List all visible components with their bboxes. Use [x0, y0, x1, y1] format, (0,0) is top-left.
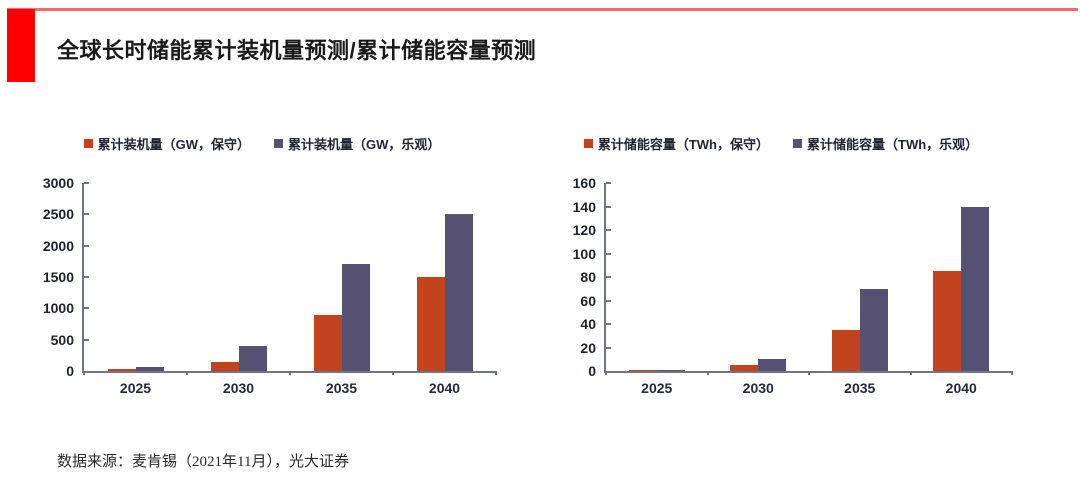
bar-conservative-2030 [730, 365, 759, 371]
legend-swatch-icon [274, 138, 283, 148]
x-axis-label: 2035 [325, 380, 358, 396]
bar-conservative-2040 [416, 277, 445, 371]
bar-optimistic-2040 [961, 206, 990, 371]
y-axis-tick [84, 338, 89, 341]
x-axis-tick [706, 371, 709, 375]
bar-conservative-2035 [831, 329, 860, 371]
y-axis-label: 140 [572, 198, 596, 215]
y-axis-label: 100 [572, 245, 596, 262]
x-axis-label: 2035 [844, 380, 876, 396]
x-axis-label: 2040 [945, 380, 977, 396]
y-axis-label: 1000 [42, 300, 74, 317]
page-title: 全球长时储能累计装机量预测/累计储能容量预测 [57, 38, 537, 63]
y-axis-label: 80 [580, 269, 596, 285]
x-axis-tick [186, 371, 188, 375]
y-axis-label: 3000 [42, 175, 74, 191]
y-axis-tick [606, 252, 611, 255]
y-axis-tick [606, 299, 611, 302]
y-axis-label: 0 [66, 363, 74, 379]
x-axis-tick [83, 371, 85, 375]
legend-swatch-icon [583, 138, 593, 148]
y-axis-label: 0 [588, 363, 596, 379]
x-axis-tick [808, 371, 810, 375]
x-axis-tick [289, 371, 291, 375]
x-axis-tick [495, 371, 497, 375]
y-axis-tick [606, 276, 611, 278]
plot: 2025 2030 2035 2040 [82, 182, 497, 396]
legend-label: 累计装机量（GW，乐观） [288, 136, 441, 152]
y-axis-label: 500 [50, 331, 74, 348]
legend-label: 累计装机量（GW，保守） [97, 136, 250, 152]
x-axis-tick [605, 371, 607, 375]
legend-label: 累计储能容量（TWh，保守） [597, 136, 769, 152]
chart-cumulative-installed-capacity: 累计装机量（GW，保守） 累计装机量（GW，乐观） 0 500 1000 1500 200… [30, 134, 497, 414]
chart-legend: 累计装机量（GW，保守） 累计装机量（GW，乐观） [30, 134, 494, 152]
legend-item: 累计储能容量（TWh，保守） [583, 134, 769, 153]
bar-conservative-2035 [313, 314, 342, 371]
x-axis-label: 2040 [428, 380, 461, 396]
bar-conservative-2025 [628, 370, 657, 371]
y-axis-label: 20 [580, 339, 596, 356]
y-axis-label: 40 [580, 316, 596, 332]
x-axis-tick [1011, 371, 1013, 375]
y-axis-labels: 0 500 1000 1500 2000 2500 3000 [30, 175, 82, 379]
legend-swatch-icon [83, 138, 93, 148]
legend-swatch-icon [793, 138, 802, 148]
y-axis-label: 1500 [42, 269, 74, 285]
bar-optimistic-2030 [238, 345, 267, 371]
plot: 2025 2030 2035 2040 [604, 182, 1013, 396]
x-axis-label: 2025 [641, 380, 673, 396]
x-axis-tick [909, 371, 912, 375]
title-accent-block [7, 9, 35, 82]
bar-optimistic-2040 [444, 214, 473, 371]
y-axis-tick [84, 244, 89, 247]
y-axis-tick [84, 182, 89, 184]
y-axis-tick [84, 276, 89, 278]
y-axis-tick [606, 205, 611, 208]
bar-optimistic-2025 [135, 367, 164, 371]
legend-item: 累计装机量（GW，乐观） [274, 134, 440, 153]
x-axis-label: 2025 [119, 380, 152, 396]
chart-legend: 累计储能容量（TWh，保守） 累计储能容量（TWh，乐观） [552, 134, 1010, 152]
y-axis-tick [606, 229, 611, 231]
legend-label: 累计储能容量（TWh，乐观） [807, 136, 979, 152]
y-axis-tick [84, 213, 89, 216]
data-source-note: 数据来源：麦肯锡（2021年11月），光大证券 [57, 454, 349, 470]
bar-optimistic-2030 [758, 359, 787, 371]
legend-item: 累计装机量（GW，保守） [83, 134, 250, 153]
y-axis-label: 120 [572, 222, 596, 238]
y-axis-tick [606, 323, 611, 325]
bar-conservative-2040 [933, 271, 962, 371]
y-axis-label: 2500 [42, 206, 74, 223]
y-axis-tick [606, 182, 611, 184]
y-axis-labels: 0 20 40 60 80 100 120 140 160 [552, 175, 604, 379]
bar-optimistic-2035 [859, 288, 888, 371]
y-axis-label: 160 [572, 175, 596, 191]
bar-conservative-2030 [210, 361, 239, 371]
bar-conservative-2025 [107, 369, 136, 371]
legend-item: 累计储能容量（TWh，乐观） [793, 134, 978, 153]
x-axis-label: 2030 [742, 380, 774, 396]
x-axis-tick [392, 371, 394, 375]
top-accent-rule [7, 8, 1078, 11]
bar-optimistic-2025 [656, 369, 685, 371]
x-axis-label: 2030 [222, 380, 255, 396]
y-axis-tick [84, 307, 89, 310]
chart-cumulative-storage-capacity: 累计储能容量（TWh，保守） 累计储能容量（TWh，乐观） 0 20 40 60 80 10… [552, 134, 1013, 414]
y-axis-tick [606, 346, 611, 349]
bar-optimistic-2035 [341, 264, 370, 371]
y-axis-label: 60 [580, 292, 596, 309]
y-axis-label: 2000 [42, 237, 74, 254]
